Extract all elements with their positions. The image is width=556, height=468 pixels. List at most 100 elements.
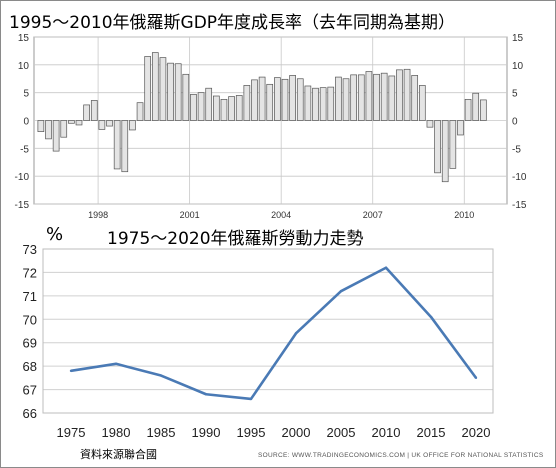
gdp-x-tick: 2010 — [454, 210, 474, 220]
gdp-y-tick-left: 0 — [23, 117, 29, 128]
gdp-bar — [228, 96, 235, 121]
gdp-y-tick-right: -5 — [512, 144, 521, 155]
labor-y-tick: 73 — [23, 242, 37, 257]
gdp-bar — [319, 87, 327, 121]
labor-x-tick: 1990 — [192, 425, 221, 440]
gdp-bar — [342, 78, 350, 121]
gdp-bar — [243, 85, 251, 121]
labor-point — [249, 397, 253, 401]
gdp-bar — [327, 86, 335, 121]
gdp-bar — [68, 120, 75, 124]
gdp-bar — [220, 98, 228, 121]
source-credit: SOURCE: WWW.TRADINGECONOMICS.COM | UK OF… — [258, 452, 544, 459]
gdp-bar — [373, 73, 380, 121]
labor-x-tick: 1975 — [57, 425, 86, 440]
gdp-bar — [388, 75, 396, 121]
gdp-bar — [205, 87, 213, 121]
gdp-bar — [350, 74, 357, 121]
gdp-bar — [83, 104, 90, 121]
gdp-y-tick-left: -5 — [20, 144, 29, 155]
gdp-bar — [167, 62, 174, 121]
source-note: 資料來源聯合國 — [80, 448, 157, 461]
gdp-bar — [357, 74, 365, 121]
gdp-y-tick-right: 10 — [512, 61, 524, 72]
labor-y-tick: 66 — [23, 406, 37, 421]
gdp-bar — [396, 69, 403, 121]
labor-x-tick: 2015 — [417, 425, 446, 440]
gdp-bar — [449, 120, 457, 169]
gdp-y-tick-left: 5 — [23, 89, 29, 100]
gdp-y-tick-right: 0 — [512, 117, 518, 128]
gdp-bar — [441, 120, 449, 183]
gdp-bar — [258, 76, 266, 121]
gdp-bar — [174, 63, 182, 121]
gdp-bar — [411, 75, 419, 121]
gdp-y-tick-right: -10 — [512, 172, 527, 183]
gdp-y-tick-right: 15 — [512, 33, 524, 44]
labor-x-tick: 2020 — [462, 425, 491, 440]
gdp-y-tick-right: 5 — [512, 89, 518, 100]
labor-y-tick: 67 — [23, 383, 37, 398]
labor-point — [159, 374, 163, 377]
gdp-axes: -15 -15 -10 -10 -5 -5 0 0 5 5 10 10 15 15 1998 2001 2004… — [15, 33, 527, 220]
gdp-bar — [197, 92, 205, 121]
gdp-x-tick: 2001 — [180, 210, 200, 220]
gdp-bar — [190, 93, 197, 121]
gdp-x-tick: 2004 — [271, 210, 291, 220]
gdp-bar — [75, 120, 83, 126]
gdp-y-tick-left: 15 — [18, 33, 30, 44]
gdp-bar — [60, 120, 68, 138]
labor-series-line — [70, 266, 478, 401]
gdp-bar — [129, 120, 136, 131]
gdp-bars — [37, 52, 487, 183]
labor-grid — [42, 248, 494, 414]
labor-y-tick: 72 — [23, 265, 37, 280]
gdp-bar — [182, 73, 190, 121]
gdp-bar — [380, 72, 388, 121]
gdp-bar — [281, 78, 289, 121]
labor-x-tick: 1995 — [237, 425, 266, 440]
gdp-bar — [335, 76, 342, 121]
gdp-bar — [464, 98, 472, 121]
labor-x-tick: 2010 — [372, 425, 401, 440]
labor-x-tick: 1980 — [102, 425, 131, 440]
gdp-y-tick-left: -15 — [15, 200, 30, 211]
labor-chart-title: 1975～2020年俄羅斯勞動力走勢 — [107, 229, 364, 249]
gdp-bar — [426, 120, 434, 128]
gdp-bar — [113, 120, 121, 170]
gdp-bar — [418, 85, 426, 121]
labor-chart-unit: % — [46, 224, 64, 245]
gdp-bar — [457, 120, 464, 136]
gdp-bar — [235, 95, 243, 121]
labor-plot-border — [42, 248, 494, 414]
gdp-bar — [296, 78, 304, 121]
gdp-bar — [312, 87, 319, 121]
gdp-y-tick-left: 10 — [18, 61, 30, 72]
labor-point — [114, 362, 118, 365]
gdp-bar — [144, 56, 151, 121]
labor-y-tick: 70 — [23, 312, 37, 327]
labor-x-tick: 1985 — [147, 425, 176, 440]
labor-line — [69, 266, 478, 401]
labor-point — [429, 315, 433, 319]
gdp-bar — [251, 79, 258, 121]
gdp-bar — [136, 102, 144, 121]
gdp-bar — [98, 120, 106, 130]
gdp-bar — [434, 120, 441, 174]
labor-point — [204, 393, 208, 396]
labor-y-tick: 71 — [23, 289, 37, 304]
gdp-bar — [274, 77, 281, 121]
gdp-bar — [213, 95, 220, 121]
gdp-x-tick: 1998 — [88, 210, 108, 220]
labor-y-tick: 69 — [23, 336, 37, 351]
gdp-bar — [159, 57, 167, 121]
gdp-y-tick-left: -10 — [15, 172, 30, 183]
gdp-bar — [266, 83, 274, 121]
gdp-bar — [304, 85, 312, 121]
labor-point — [339, 289, 343, 293]
gdp-bar — [365, 71, 373, 121]
labor-x-tick: 2000 — [282, 425, 311, 440]
labor-x-tick: 2005 — [327, 425, 356, 440]
